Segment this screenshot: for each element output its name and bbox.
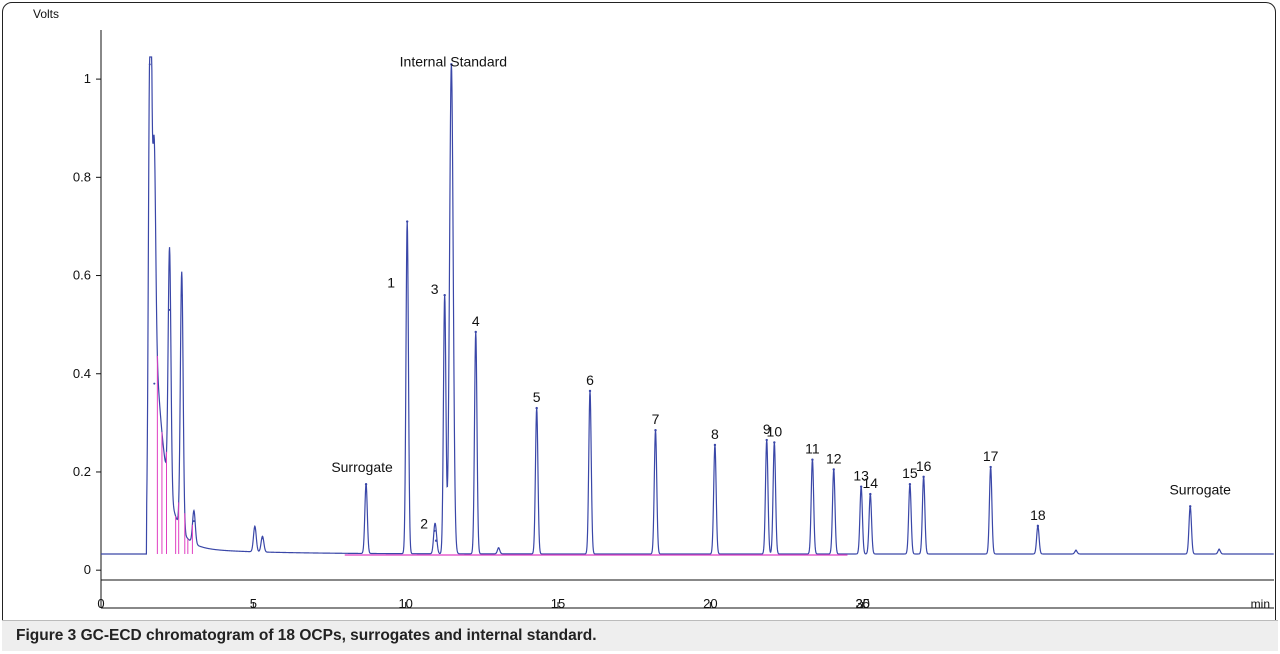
peak-point (1189, 505, 1192, 508)
solvent-peak-point (192, 520, 195, 523)
caption-background (2, 620, 1278, 651)
y-tick-label: 0.6 (73, 268, 91, 283)
peak-point (450, 63, 453, 66)
peak-label: 8 (711, 426, 719, 442)
peak-point (908, 483, 912, 486)
solvent-peak-point (168, 308, 171, 311)
peak-label: 10 (767, 424, 783, 440)
x-axis-unit: min (1251, 597, 1270, 611)
peak-point (1036, 524, 1040, 528)
peak-point (773, 441, 776, 444)
minor-peak-point (1218, 548, 1221, 551)
traces-group (101, 56, 1274, 556)
y-axis-unit: Volts (33, 7, 59, 21)
peak-label: Surrogate (331, 459, 393, 475)
peak-label: 5 (533, 389, 541, 405)
chromatogram-trace (101, 56, 1274, 555)
caption-figure-label: Figure 3 (16, 627, 77, 644)
peak-label: 2 (420, 516, 428, 532)
minor-peak-point (497, 547, 500, 550)
peak-label: 4 (472, 313, 480, 329)
peak-point (535, 406, 538, 410)
solvent-peak-point (261, 537, 264, 540)
figure-caption: Figure 3 GC-ECD chromatogram of 18 OCPs,… (16, 627, 597, 645)
peak-point (859, 485, 863, 488)
peak-label: 9 (763, 421, 771, 437)
peak-point (588, 389, 592, 393)
peak-label: 17 (983, 448, 999, 464)
peak-label: 14 (863, 475, 879, 491)
x-tick-label: 20 (703, 596, 717, 611)
x-tick-label: 30 (855, 596, 869, 611)
peak-point (713, 443, 717, 447)
solvent-peak-point (180, 294, 183, 297)
peak-label: 7 (652, 411, 660, 427)
x-tick-label: 5 (250, 596, 257, 611)
peak-point (654, 429, 657, 432)
peak-point (989, 465, 992, 469)
peak-point (434, 539, 438, 542)
y-tick-label: 1 (84, 71, 91, 86)
peak-label: 15 (902, 465, 918, 481)
y-tick-label: 0.4 (73, 366, 91, 381)
peak-label: Internal Standard (400, 53, 507, 69)
peak-label: Surrogate (1169, 481, 1231, 497)
peak-point (922, 475, 925, 479)
y-tick-label: 0.2 (73, 464, 91, 479)
peak-point (474, 330, 477, 334)
peak-point (405, 220, 409, 223)
peak-label: 3 (431, 281, 439, 297)
peak-point (364, 483, 368, 486)
peak-label: 1 (387, 275, 395, 291)
solvent-peak-point (153, 382, 156, 385)
solvent-peak-point (253, 527, 256, 530)
peak-point (832, 468, 835, 471)
peak-label: 6 (586, 372, 594, 388)
y-tick-label: 0 (84, 562, 91, 577)
peak-point (811, 458, 814, 461)
minor-peak-point (433, 529, 436, 532)
solvent-peak-point (148, 63, 151, 66)
peak-point (765, 438, 768, 442)
x-tick-label: 15 (551, 596, 565, 611)
peak-point (443, 293, 446, 297)
caption-text: GC-ECD chromatogram of 18 OCPs, surrogat… (76, 627, 597, 644)
peak-label: 12 (826, 451, 842, 467)
peak-label: 11 (805, 441, 820, 457)
peak-point (869, 492, 872, 496)
y-tick-label: 0.8 (73, 169, 91, 184)
peak-label: 16 (916, 458, 932, 474)
peak-label: 13 (853, 468, 869, 484)
peak-label: 18 (1030, 507, 1046, 523)
x-tick-label: 10 (398, 596, 412, 611)
minor-peak-point (1074, 549, 1077, 552)
x-tick-label: 0 (97, 596, 104, 611)
